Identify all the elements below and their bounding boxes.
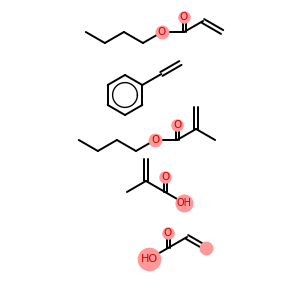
Text: O: O	[164, 228, 172, 238]
Text: OH: OH	[177, 198, 192, 208]
Text: HO: HO	[140, 254, 158, 264]
Text: O: O	[161, 172, 169, 182]
Text: O: O	[151, 135, 159, 145]
Text: O: O	[173, 120, 181, 130]
Text: O: O	[180, 12, 188, 22]
Text: O: O	[158, 27, 166, 37]
